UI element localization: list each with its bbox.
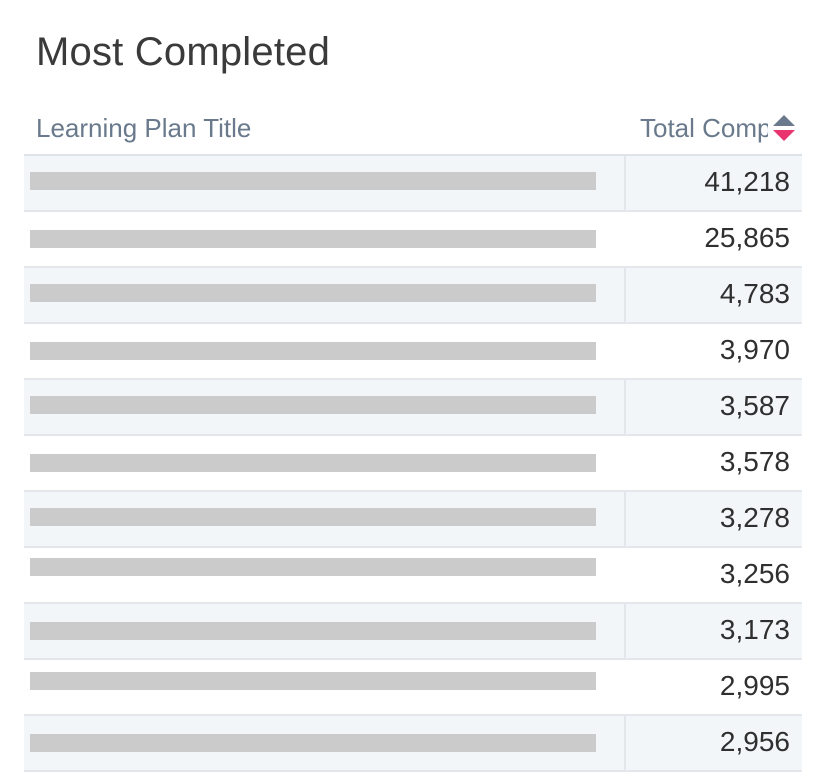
total-completions-cell: 3,173 — [719, 614, 790, 645]
table-row[interactable]: 2,956 — [24, 716, 802, 772]
total-completions-cell: 3,578 — [719, 446, 790, 477]
table-row[interactable]: 3,578 — [24, 436, 802, 492]
widget-title: Most Completed — [36, 30, 331, 74]
learning-plan-title-cell[interactable] — [24, 212, 624, 266]
column-divider — [624, 436, 626, 490]
redacted-title — [30, 508, 596, 526]
table-row[interactable]: 41,218 — [24, 156, 802, 212]
table-row[interactable]: 3,173 — [24, 604, 802, 660]
table-row[interactable]: 3,256 — [24, 548, 802, 604]
total-completions-cell: 2,995 — [719, 670, 790, 701]
column-divider — [624, 716, 626, 770]
most-completed-table: Learning Plan Title Total Completions 41… — [24, 100, 802, 772]
column-divider — [624, 492, 626, 546]
redacted-title — [30, 734, 596, 752]
learning-plan-title-cell[interactable] — [24, 548, 624, 602]
learning-plan-title-cell[interactable] — [24, 492, 624, 546]
total-completions-cell: 4,783 — [719, 278, 790, 309]
column-divider — [624, 380, 626, 434]
column-divider — [624, 212, 626, 266]
learning-plan-title-cell[interactable] — [24, 324, 624, 378]
redacted-title — [30, 284, 596, 302]
learning-plan-title-cell[interactable] — [24, 716, 624, 770]
redacted-title — [30, 454, 596, 472]
sort-descending-icon[interactable] — [771, 112, 797, 144]
column-divider — [624, 156, 626, 210]
learning-plan-title-cell[interactable] — [24, 436, 624, 490]
total-completions-cell: 25,865 — [704, 222, 790, 253]
redacted-title — [30, 622, 596, 640]
learning-plan-title-cell[interactable] — [24, 660, 624, 714]
total-completions-cell: 3,256 — [719, 558, 790, 589]
learning-plan-title-cell[interactable] — [24, 268, 624, 322]
total-completions-cell: 3,587 — [719, 390, 790, 421]
table-row[interactable]: 4,783 — [24, 268, 802, 324]
table-row[interactable]: 25,865 — [24, 212, 802, 268]
sort-down-arrow-icon — [773, 130, 795, 141]
redacted-title — [30, 230, 596, 248]
column-divider — [624, 660, 626, 714]
column-header-learning-plan-title[interactable]: Learning Plan Title — [36, 113, 252, 143]
column-divider — [624, 324, 626, 378]
redacted-title — [30, 558, 596, 576]
column-divider — [624, 548, 626, 602]
total-completions-cell: 3,970 — [719, 334, 790, 365]
redacted-title — [30, 342, 596, 360]
table-row[interactable]: 3,587 — [24, 380, 802, 436]
table-row[interactable]: 3,278 — [24, 492, 802, 548]
table-header: Learning Plan Title Total Completions — [24, 100, 802, 154]
total-completions-cell: 3,278 — [719, 502, 790, 533]
redacted-title — [30, 672, 596, 690]
learning-plan-title-cell[interactable] — [24, 380, 624, 434]
column-header-total-completions[interactable]: Total Completions — [640, 113, 768, 143]
total-completions-cell: 41,218 — [704, 166, 790, 197]
total-completions-cell: 2,956 — [719, 726, 790, 757]
table-row[interactable]: 3,970 — [24, 324, 802, 380]
table-body: 41,218 25,865 4,783 3,970 3,587 3,578 3,278 3,2… — [24, 154, 802, 772]
table-row[interactable]: 2,995 — [24, 660, 802, 716]
learning-plan-title-cell[interactable] — [24, 604, 624, 658]
column-divider — [624, 268, 626, 322]
learning-plan-title-cell[interactable] — [24, 156, 624, 210]
sort-up-arrow-icon — [773, 115, 795, 126]
redacted-title — [30, 396, 596, 414]
column-divider — [624, 604, 626, 658]
redacted-title — [30, 172, 596, 190]
